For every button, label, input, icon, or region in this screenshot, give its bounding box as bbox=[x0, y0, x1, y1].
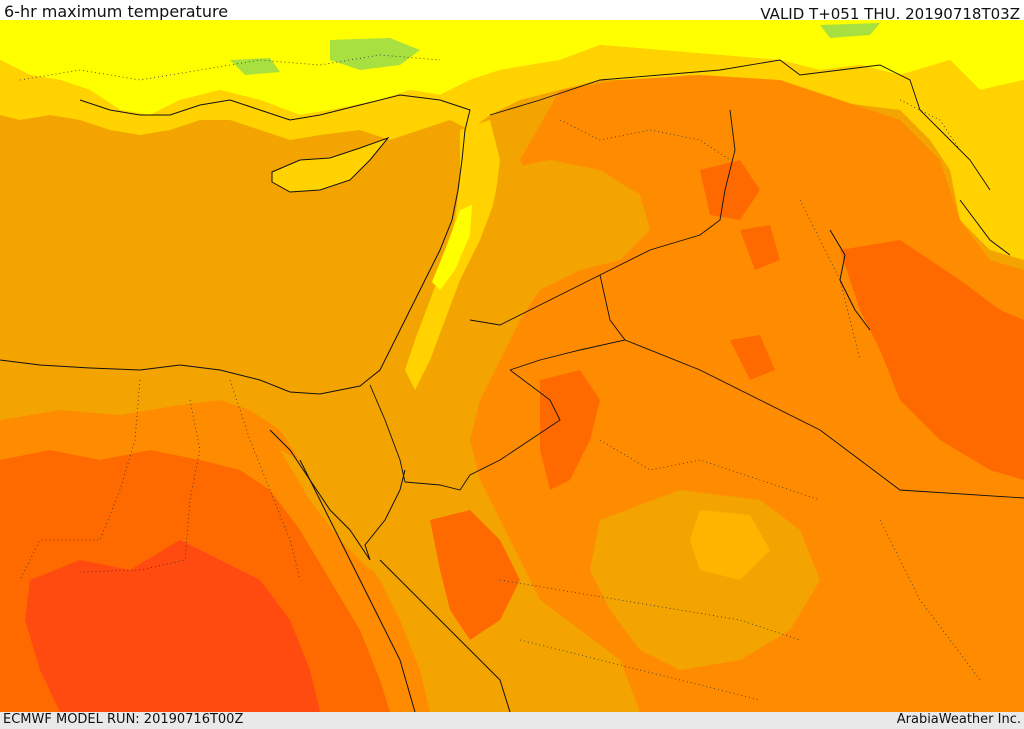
temperature-map[interactable] bbox=[0, 20, 1024, 712]
country-borders bbox=[369, 59, 1024, 499]
field-north-yellow-orange bbox=[0, 45, 1024, 260]
valid-time: VALID T+051 THU. 20190718T03Z bbox=[760, 5, 1020, 23]
model-run-label: ECMWF MODEL RUN: 20190716T00Z bbox=[3, 712, 244, 727]
credit-label: ArabiaWeather Inc. bbox=[896, 712, 1021, 727]
admin-boundaries bbox=[19, 54, 981, 701]
footer-bar bbox=[0, 712, 1024, 729]
field-center-orange bbox=[460, 160, 650, 380]
coastlines bbox=[0, 94, 1011, 712]
field-cyprus bbox=[272, 138, 388, 192]
map-title: 6-hr maximum temperature bbox=[4, 2, 229, 21]
field-arabia-red bbox=[430, 370, 600, 640]
field-syria-red bbox=[700, 160, 780, 380]
field-arabia-yellow bbox=[690, 510, 770, 580]
field-levant-yellow2 bbox=[432, 205, 472, 290]
field-egypt-hot bbox=[25, 540, 320, 712]
field-iraq-red bbox=[840, 240, 1024, 480]
field-north-yellow bbox=[0, 20, 1024, 115]
field-arabia-orange bbox=[590, 490, 820, 670]
map-svg bbox=[0, 20, 1024, 712]
field-north-green bbox=[230, 23, 880, 75]
